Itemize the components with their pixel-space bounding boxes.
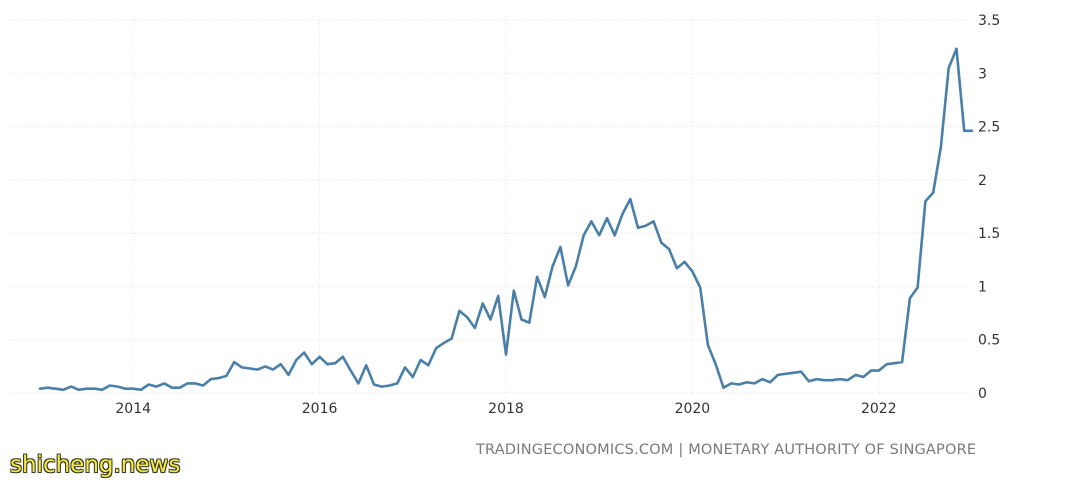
x-axis: 2014 2016 2018 2020 2022 [115, 401, 896, 417]
series-line [38, 47, 974, 392]
x-tick-label: 2020 [675, 401, 711, 417]
y-axis: 0 0.5 1 1.5 2 2.5 3 3.5 [978, 13, 1000, 402]
y-tick-label: 0 [978, 386, 987, 402]
x-tick-label: 2018 [488, 401, 524, 417]
y-tick-label: 2 [978, 173, 987, 189]
x-tick-label: 2014 [115, 401, 151, 417]
y-tick-label: 2.5 [978, 120, 1000, 136]
grid-lines [12, 19, 972, 394]
y-tick-label: 1 [978, 279, 987, 295]
x-tick-label: 2016 [302, 401, 338, 417]
y-tick-label: 1.5 [978, 226, 1000, 242]
y-tick-label: 3 [978, 66, 987, 82]
y-tick-label: 0.5 [978, 333, 1000, 349]
x-tick-label: 2022 [861, 401, 897, 417]
watermark-text: shicheng.news [10, 452, 181, 478]
source-credit: TRADINGECONOMICS.COM | MONETARY AUTHORIT… [476, 442, 977, 458]
y-tick-label: 3.5 [978, 13, 1000, 29]
